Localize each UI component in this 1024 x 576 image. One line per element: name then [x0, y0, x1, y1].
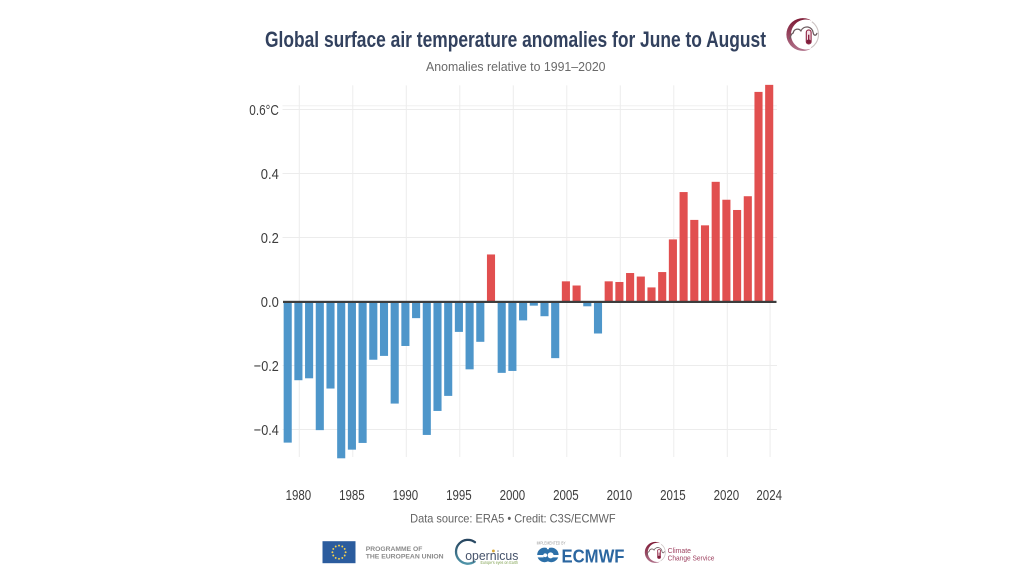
svg-text:2005: 2005	[553, 487, 579, 504]
svg-text:Global surface air temperature: Global surface air temperature anomalies…	[265, 27, 766, 52]
svg-text:2000: 2000	[500, 487, 526, 504]
svg-text:Data source: ERA5 • Credit: C3: Data source: ERA5 • Credit: C3S/ECMWF	[410, 511, 616, 525]
svg-text:1990: 1990	[393, 487, 419, 504]
svg-text:2024: 2024	[756, 487, 782, 504]
svg-text:0.0: 0.0	[261, 294, 279, 311]
svg-text:ECMWF: ECMWF	[562, 546, 625, 566]
svg-text:opernicus: opernicus	[465, 548, 519, 563]
svg-text:1985: 1985	[339, 487, 365, 504]
svg-text:Europe’s eyes on Earth: Europe’s eyes on Earth	[481, 560, 519, 565]
svg-text:0.6°C: 0.6°C	[249, 102, 279, 119]
svg-text:Climate: Climate	[668, 546, 691, 555]
svg-text:2015: 2015	[660, 487, 686, 504]
svg-text:Anomalies relative to 1991–202: Anomalies relative to 1991–2020	[426, 59, 606, 74]
svg-text:0.2: 0.2	[261, 230, 279, 247]
svg-text:2020: 2020	[714, 487, 740, 504]
svg-text:2010: 2010	[607, 487, 633, 504]
svg-text:−0.2: −0.2	[254, 358, 279, 375]
svg-text:1980: 1980	[286, 487, 312, 504]
svg-text:0.4: 0.4	[261, 166, 279, 183]
svg-text:PROGRAMME OF: PROGRAMME OF	[366, 546, 423, 553]
svg-text:IMPLEMENTED BY: IMPLEMENTED BY	[537, 541, 566, 546]
svg-text:Change Service: Change Service	[668, 554, 715, 563]
svg-text:THE EUROPEAN UNION: THE EUROPEAN UNION	[366, 554, 444, 561]
svg-text:1995: 1995	[446, 487, 472, 504]
svg-text:−0.4: −0.4	[254, 422, 279, 439]
